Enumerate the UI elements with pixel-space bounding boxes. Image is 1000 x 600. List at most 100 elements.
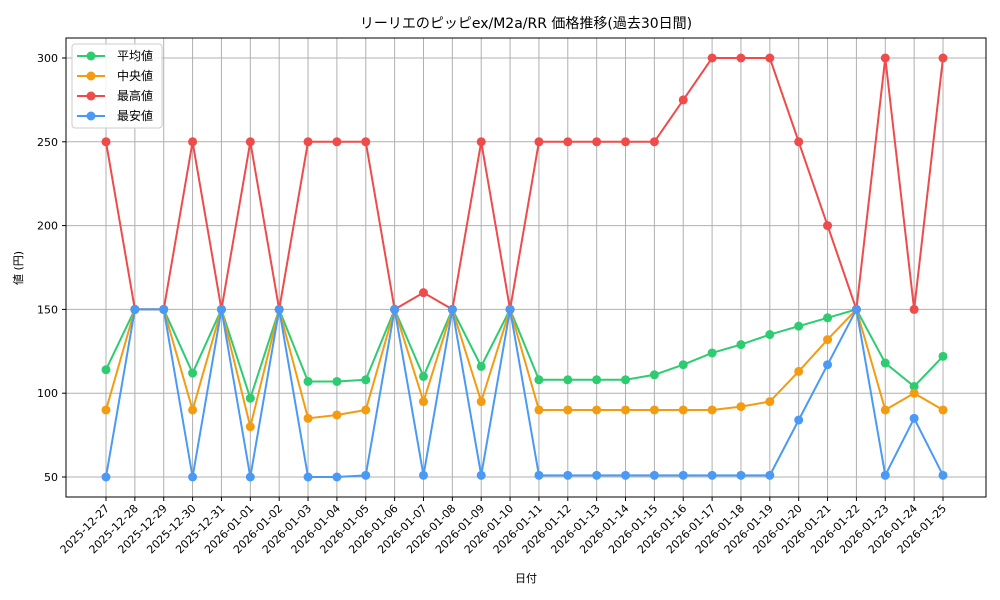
data-point-marker (563, 375, 573, 385)
data-point-marker (765, 53, 775, 63)
data-point-marker (678, 95, 688, 105)
legend-entry: 平均値 (77, 48, 153, 63)
legend-marker-icon (86, 71, 96, 81)
plot-area-frame (65, 37, 987, 498)
data-point-marker (880, 358, 890, 368)
series-path (105, 57, 944, 311)
data-point-marker (794, 415, 804, 425)
data-point-marker (332, 137, 342, 147)
legend-entry: 最高値 (77, 88, 153, 103)
data-point-marker (418, 371, 428, 381)
data-point-marker (245, 422, 255, 432)
data-point-marker (938, 470, 948, 480)
legend-entry: 中央値 (77, 68, 153, 83)
data-point-marker (880, 53, 890, 63)
data-point-marker (736, 470, 746, 480)
legend-entry: 最安値 (77, 108, 153, 123)
data-point-marker (823, 360, 833, 370)
data-point-marker (707, 470, 717, 480)
y-axis-label: 値 (円) (12, 251, 25, 285)
data-point-marker (361, 137, 371, 147)
data-point-marker (534, 470, 544, 480)
data-point-marker (736, 340, 746, 350)
legend-label: 最安値 (117, 108, 153, 123)
data-point-marker (765, 397, 775, 407)
data-point-marker (909, 413, 919, 423)
data-point-marker (476, 361, 486, 371)
series-path (105, 306, 944, 479)
y-tick-label: 150 (37, 303, 58, 316)
data-point-marker (361, 375, 371, 385)
x-axis-label: 日付 (515, 572, 537, 585)
y-tick-label: 200 (37, 220, 58, 233)
data-point-marker (592, 405, 602, 415)
data-point-marker (130, 304, 140, 314)
data-point-marker (851, 304, 861, 314)
data-point-marker (823, 335, 833, 345)
legend-marker-icon (86, 91, 96, 101)
data-point-marker (592, 137, 602, 147)
data-point-marker (707, 348, 717, 358)
data-point-marker (563, 470, 573, 480)
data-point-marker (101, 137, 111, 147)
y-tick-label: 50 (44, 471, 58, 484)
series-line (101, 304, 948, 482)
data-point-marker (303, 472, 313, 482)
data-point-marker (678, 470, 688, 480)
data-point-marker (361, 470, 371, 480)
data-point-marker (303, 413, 313, 423)
series-layer (101, 53, 948, 482)
data-point-marker (505, 304, 515, 314)
data-point-marker (101, 405, 111, 415)
series-line (101, 53, 948, 314)
data-point-marker (476, 470, 486, 480)
grid-lines (66, 38, 986, 497)
data-point-marker (649, 137, 659, 147)
data-point-marker (332, 472, 342, 482)
data-point-marker (880, 405, 890, 415)
data-point-marker (649, 470, 659, 480)
y-tick-label: 100 (37, 387, 58, 400)
data-point-marker (592, 470, 602, 480)
series-path (105, 306, 944, 402)
data-point-marker (678, 360, 688, 370)
series-line (101, 304, 948, 432)
y-tick-label: 250 (37, 136, 58, 149)
data-point-marker (794, 366, 804, 376)
data-point-marker (938, 53, 948, 63)
data-point-marker (361, 405, 371, 415)
legend-box (71, 43, 163, 129)
data-point-marker (188, 472, 198, 482)
data-point-marker (621, 137, 631, 147)
legend-marker-icon (86, 51, 96, 61)
data-point-marker (332, 376, 342, 386)
data-point-marker (765, 330, 775, 340)
data-point-marker (390, 304, 400, 314)
data-point-marker (649, 405, 659, 415)
data-point-marker (621, 375, 631, 385)
data-point-marker (188, 137, 198, 147)
data-point-marker (476, 137, 486, 147)
data-point-marker (621, 405, 631, 415)
data-point-marker (188, 368, 198, 378)
data-point-marker (563, 137, 573, 147)
data-point-marker (649, 370, 659, 380)
data-point-marker (245, 393, 255, 403)
data-point-marker (823, 313, 833, 323)
data-point-marker (707, 53, 717, 63)
data-point-marker (736, 402, 746, 412)
data-point-marker (245, 472, 255, 482)
legend-label: 最高値 (117, 88, 153, 103)
y-axis: 50 100 150 200 250 300 (37, 52, 66, 484)
data-point-marker (188, 405, 198, 415)
data-point-marker (274, 304, 284, 314)
data-point-marker (938, 351, 948, 361)
data-point-marker (909, 304, 919, 314)
legend-label: 平均値 (117, 48, 153, 63)
data-point-marker (476, 397, 486, 407)
data-point-marker (332, 410, 342, 420)
x-axis: 2025-12-272025-12-282025-12-292025-12-30… (58, 497, 949, 556)
data-point-marker (245, 137, 255, 147)
